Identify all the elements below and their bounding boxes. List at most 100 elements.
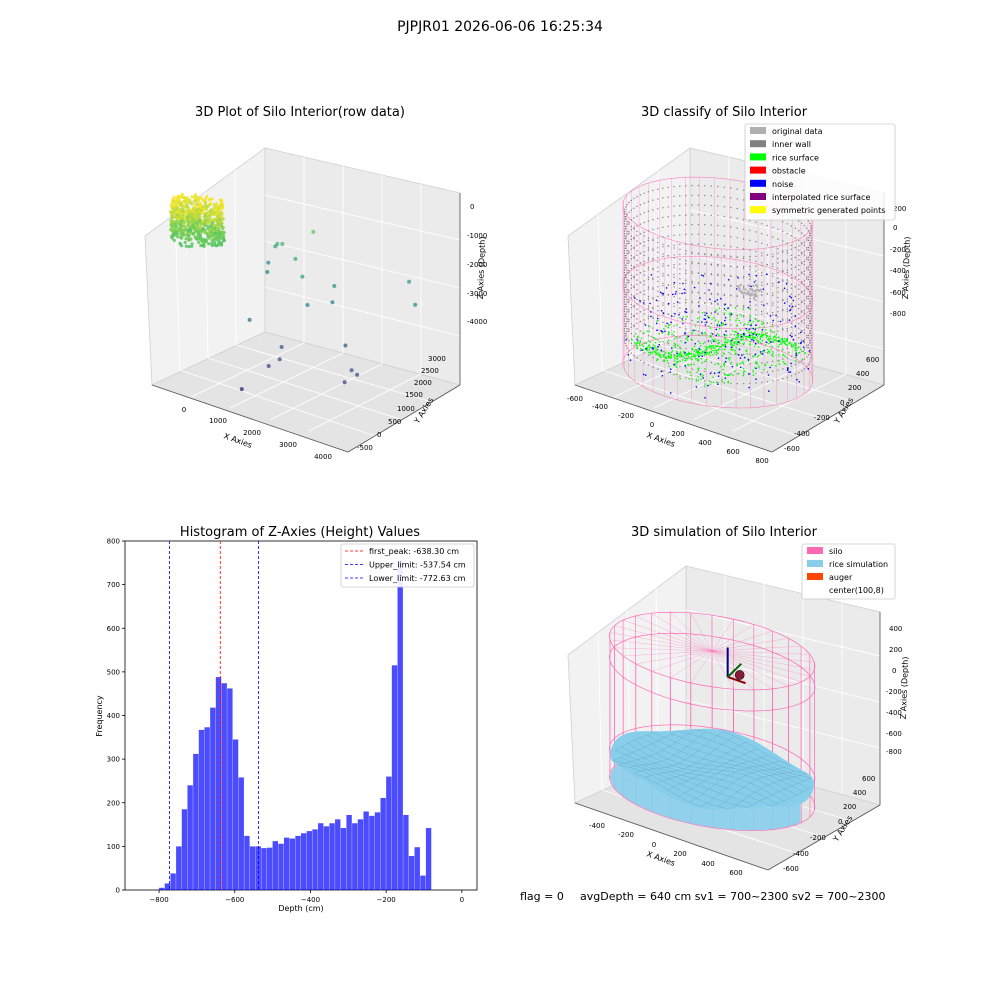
classify-wall-point <box>647 298 650 300</box>
classify-wall-point <box>806 334 808 337</box>
classify-rice-point <box>753 332 756 335</box>
simulation-z-tick: 0 <box>892 667 896 675</box>
classify-rice-point <box>736 343 738 345</box>
classify-legend-swatch <box>750 179 766 187</box>
classify-rice-point <box>708 352 710 355</box>
classify-rice-point <box>789 342 792 344</box>
classify-wall-point <box>807 317 810 320</box>
classify-wall-point <box>685 338 687 340</box>
classify-wall-point <box>628 318 630 321</box>
classify-noise-point <box>678 314 680 316</box>
classify-noise-point <box>712 333 714 335</box>
classify-wall-point <box>777 379 779 381</box>
simulation-silo-spoke <box>651 613 713 652</box>
classify-wall-point <box>806 336 808 339</box>
classify-rice-point <box>782 354 785 356</box>
classify-wall-point <box>691 272 693 274</box>
classify-wall-point <box>749 259 751 261</box>
classify-rice-point <box>731 330 734 332</box>
classify-z-tick: -400 <box>890 267 906 275</box>
classify-z-tick: 0 <box>893 224 897 232</box>
classify-wall-point <box>794 247 796 249</box>
classify-wall-point <box>749 317 751 319</box>
simulation-legend-swatch <box>807 586 823 593</box>
classify-wall-point <box>798 278 800 281</box>
raw-cluster-point <box>190 195 194 199</box>
classify-rice-point <box>761 333 763 336</box>
classify-wall-point <box>736 373 739 375</box>
classify-wall-point <box>647 317 650 320</box>
classify-rice-point <box>747 323 749 326</box>
classify-wall-point <box>624 276 626 279</box>
classify-rice-point <box>731 344 734 347</box>
raw-cluster-point <box>174 224 178 228</box>
classify-wall-point <box>717 195 719 197</box>
classify-rice-point <box>723 362 725 364</box>
classify-wall-point <box>730 216 732 218</box>
classify-wall-point <box>794 227 796 229</box>
classify-wall-point <box>794 276 796 278</box>
classify-wall-point <box>636 254 638 256</box>
classify-rice-point <box>693 350 695 352</box>
classify-wall-point <box>803 264 806 266</box>
classify-rice-point <box>656 349 658 352</box>
classify-noise-point <box>684 352 686 354</box>
classify-wall-point <box>710 243 712 246</box>
classify-rice-point <box>650 335 653 338</box>
classify-wall-point <box>810 283 812 286</box>
classify-rice-point <box>735 331 737 333</box>
classify-rice-point <box>675 324 678 326</box>
histogram-bar <box>283 837 290 890</box>
classify-wall-point <box>777 277 779 279</box>
simulation-z-tick: -200 <box>886 688 902 696</box>
classify-wall-point <box>685 253 687 255</box>
classify-wall-point <box>777 238 779 240</box>
classify-noise-point <box>745 327 747 330</box>
classify-rice-point <box>746 335 748 338</box>
classify-wall-point <box>810 230 812 232</box>
classify-wall-point <box>636 303 638 305</box>
classify-rice-point <box>756 363 758 365</box>
classify-wall-point <box>667 323 670 325</box>
classify-rice-point <box>729 316 731 318</box>
classify-noise-point <box>727 307 729 309</box>
classify-wall-point <box>633 227 635 229</box>
classify-wall-point <box>730 256 732 258</box>
classify-wall-point <box>717 313 719 316</box>
classify-rice-point <box>732 374 734 377</box>
classify-rice-point <box>649 341 652 343</box>
histogram-legend-label: Lower_limit: -772.63 cm <box>369 574 466 583</box>
classify-rice-point <box>671 333 674 336</box>
classify-rice-point <box>675 336 678 338</box>
classify-rice-point <box>715 381 718 384</box>
simulation-silo-spoke <box>614 647 713 652</box>
classify-rice-point <box>770 330 772 333</box>
classify-wall-point <box>777 291 779 293</box>
classify-noise-point <box>720 297 722 300</box>
classify-rice-point <box>739 321 742 324</box>
classify-wall-point <box>623 223 626 225</box>
classify-rice-point <box>712 339 714 341</box>
classify-wall-point <box>736 305 739 307</box>
classify-rice-point <box>674 343 677 346</box>
raw-x-tick: 3000 <box>279 441 297 449</box>
classify-wall-point <box>761 271 763 274</box>
classify-wall-point <box>633 236 635 239</box>
classify-wall-point <box>624 235 626 237</box>
classify-wall-point <box>755 280 757 282</box>
classify-wall-point <box>624 325 626 327</box>
classify-rice-point <box>700 378 702 381</box>
classify-wall-point <box>647 305 650 308</box>
classify-rice-point <box>767 350 770 353</box>
raw-cluster-point <box>187 231 191 235</box>
classify-rice-point <box>724 341 726 343</box>
classify-wall-point <box>717 293 719 295</box>
classify-wall-point <box>723 206 725 208</box>
raw-cluster-point <box>202 244 206 248</box>
classify-wall-point <box>643 260 645 263</box>
classify-noise-point <box>683 292 686 294</box>
classify-wall-point <box>639 204 642 206</box>
classify-noise-point <box>783 302 786 304</box>
